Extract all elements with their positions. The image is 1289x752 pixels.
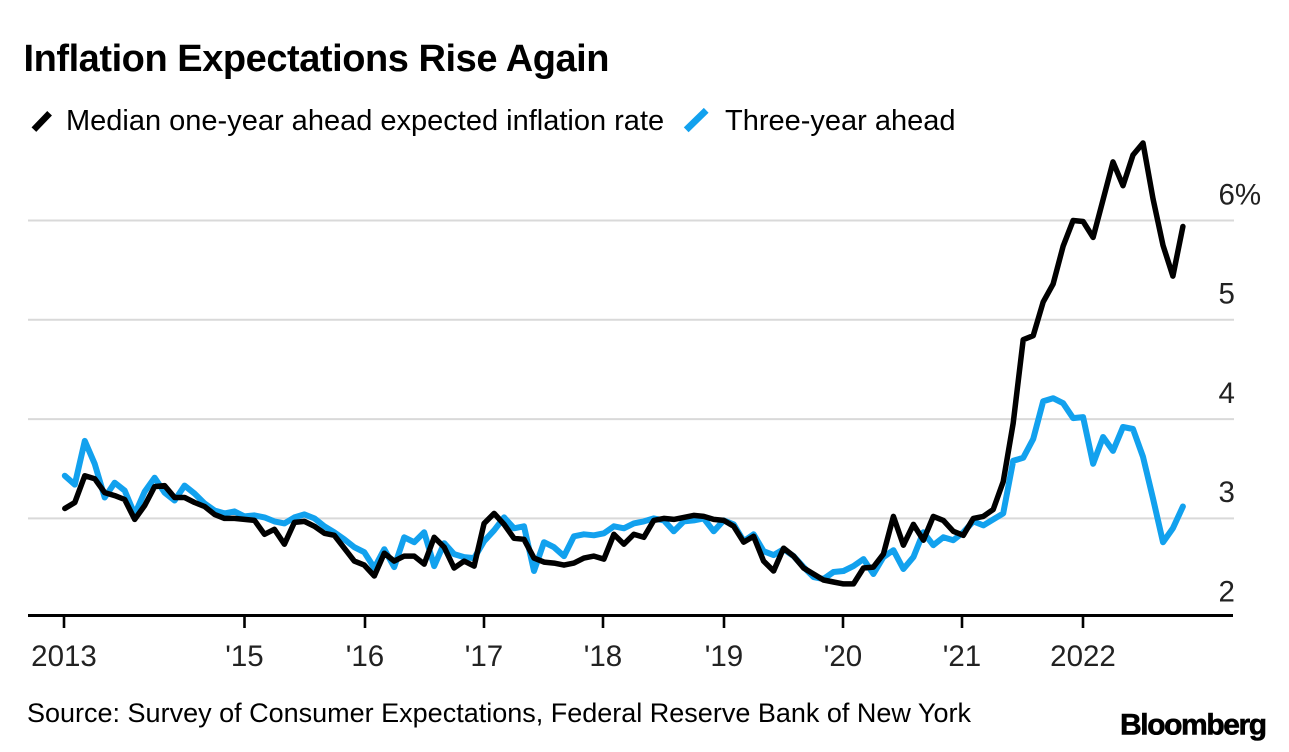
svg-text:Inflation Expectations Rise Ag: Inflation Expectations Rise Again bbox=[24, 38, 610, 80]
svg-text:Source: Survey of Consumer Exp: Source: Survey of Consumer Expectations,… bbox=[27, 698, 971, 728]
svg-text:2013: 2013 bbox=[31, 640, 97, 673]
svg-text:Median one-year ahead expected: Median one-year ahead expected inflation… bbox=[66, 105, 664, 137]
svg-text:5: 5 bbox=[1219, 278, 1235, 311]
svg-text:'15: '15 bbox=[225, 640, 263, 673]
svg-text:2022: 2022 bbox=[1050, 640, 1116, 673]
svg-text:'19: '19 bbox=[705, 640, 743, 673]
svg-text:'21: '21 bbox=[943, 640, 981, 673]
svg-text:3: 3 bbox=[1219, 476, 1235, 509]
svg-text:4: 4 bbox=[1219, 377, 1235, 410]
svg-text:6%: 6% bbox=[1219, 178, 1262, 211]
svg-text:'20: '20 bbox=[824, 640, 862, 673]
svg-text:'16: '16 bbox=[346, 640, 384, 673]
svg-text:Bloomberg: Bloomberg bbox=[1120, 709, 1266, 742]
svg-text:2: 2 bbox=[1219, 576, 1235, 609]
svg-text:'17: '17 bbox=[465, 640, 503, 673]
svg-text:Three-year ahead: Three-year ahead bbox=[725, 105, 956, 137]
svg-text:'18: '18 bbox=[584, 640, 622, 673]
